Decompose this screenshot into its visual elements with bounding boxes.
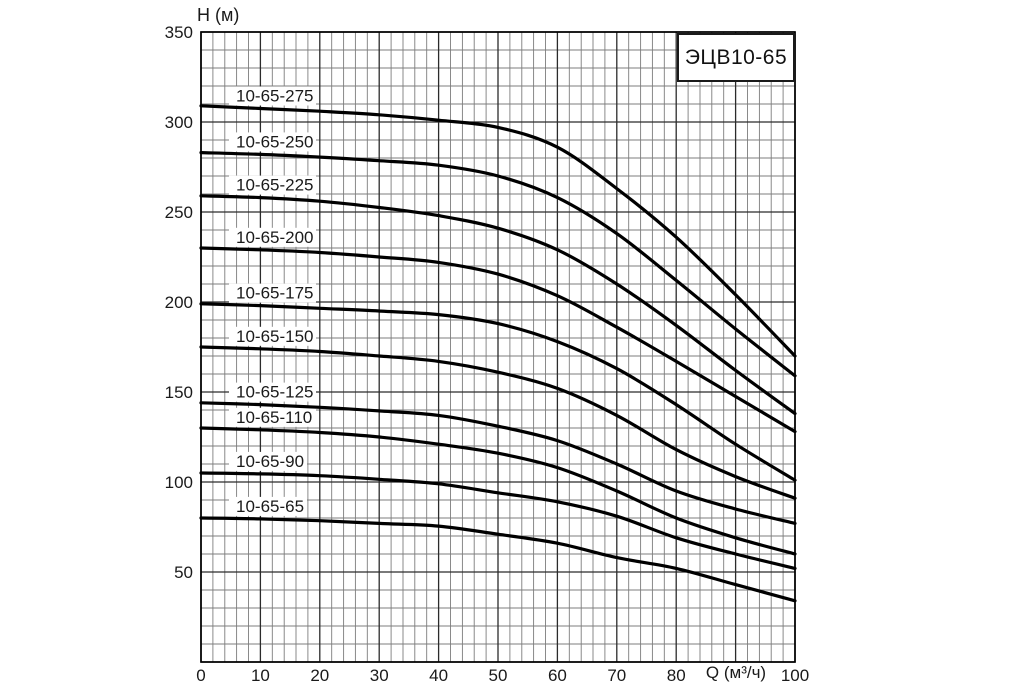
y-tick-label: 200 — [165, 293, 193, 312]
curve-label-10-65-250: 10-65-250 — [236, 132, 314, 151]
curve-label-bg-10-65-175 — [229, 283, 316, 303]
x-tick-label: 10 — [251, 666, 270, 685]
x-tick-label: 100 — [781, 666, 809, 685]
y-axis-title: H (м) — [197, 5, 240, 25]
x-tick-label: 50 — [489, 666, 508, 685]
x-tick-label: 0 — [196, 666, 205, 685]
curve-10-65-200 — [199, 246, 797, 434]
curve-label-10-65-125: 10-65-125 — [236, 383, 314, 402]
x-tick-label: 80 — [667, 666, 686, 685]
curve-label-bg-10-65-250 — [229, 132, 316, 152]
curve-10-65-275 — [199, 104, 797, 358]
curve-label-10-65-90: 10-65-90 — [236, 452, 304, 471]
curve-10-65-110 — [199, 426, 797, 556]
x-tick-label: 20 — [310, 666, 329, 685]
x-tick-label: 70 — [607, 666, 626, 685]
curve-10-65-250 — [199, 151, 797, 378]
curve-label-10-65-200: 10-65-200 — [236, 228, 314, 247]
y-tick-label: 350 — [165, 23, 193, 42]
chart-title-box: ЭЦВ10-65 — [677, 33, 795, 82]
x-tick-label: 60 — [548, 666, 567, 685]
y-tick-label: 250 — [165, 203, 193, 222]
curve-label-10-65-275: 10-65-275 — [236, 87, 314, 106]
curve-label-10-65-150: 10-65-150 — [236, 327, 314, 346]
curve-10-65-225 — [199, 194, 797, 416]
curve-label-bg-10-65-110 — [229, 407, 316, 427]
x-tick-label: 40 — [429, 666, 448, 685]
y-tick-label: 50 — [174, 563, 193, 582]
curve-10-65-175 — [199, 302, 797, 482]
chart-title-text: ЭЦВ10-65 — [684, 45, 788, 69]
y-tick-label: 100 — [165, 473, 193, 492]
curve-label-10-65-65: 10-65-65 — [236, 497, 304, 516]
y-tick-label: 150 — [165, 383, 193, 402]
curve-10-65-65 — [199, 516, 797, 603]
curve-10-65-125 — [199, 401, 797, 525]
curve-label-bg-10-65-150 — [229, 326, 316, 346]
curve-label-10-65-225: 10-65-225 — [236, 176, 314, 195]
curve-10-65-150 — [199, 345, 797, 500]
y-tick-label: 300 — [165, 113, 193, 132]
curve-label-bg-10-65-125 — [229, 382, 316, 402]
curve-label-bg-10-65-90 — [229, 451, 307, 471]
curve-label-10-65-110: 10-65-110 — [236, 408, 312, 427]
x-tick-label: 30 — [370, 666, 389, 685]
curve-10-65-90 — [199, 471, 797, 570]
curve-label-bg-10-65-200 — [229, 227, 316, 247]
curve-label-10-65-175: 10-65-175 — [236, 284, 314, 303]
curve-label-bg-10-65-275 — [229, 86, 316, 106]
curve-label-bg-10-65-65 — [229, 496, 307, 516]
curve-label-bg-10-65-225 — [229, 175, 316, 195]
x-axis-title: Q (м³/ч) — [705, 663, 767, 682]
